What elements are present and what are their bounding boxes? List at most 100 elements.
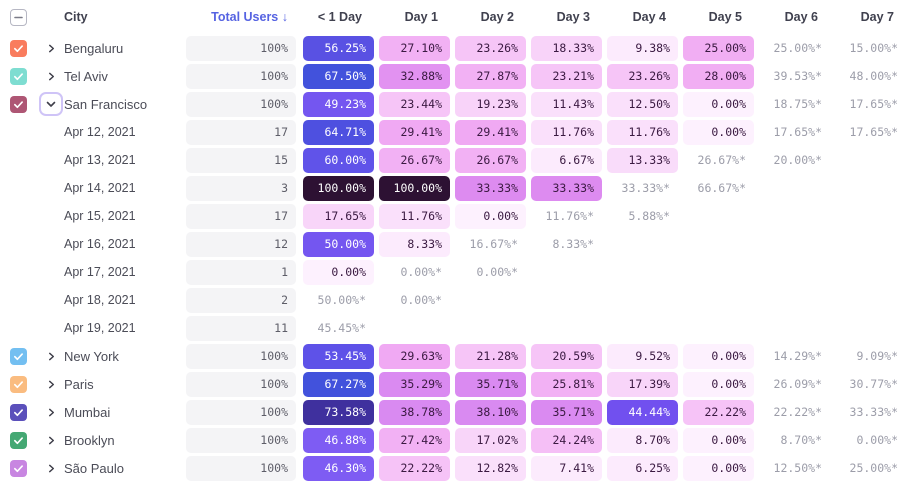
retention-cell-day-0[interactable]: 100.00% — [303, 175, 374, 201]
retention-cell-day-3[interactable]: 20.59% — [531, 343, 602, 369]
retention-cell-day-3[interactable]: 33.33% — [531, 175, 602, 201]
retention-cell-day-1[interactable]: 23.44% — [379, 91, 450, 117]
expand-row-button[interactable] — [47, 464, 56, 473]
row-checkbox[interactable] — [10, 67, 27, 85]
retention-cell-day-2[interactable]: 35.71% — [455, 371, 526, 397]
chevron-down-icon — [46, 101, 56, 107]
row-checkbox[interactable] — [10, 39, 27, 57]
retention-cell-day-1[interactable]: 35.29% — [379, 371, 450, 397]
retention-cell-day-5[interactable]: 22.22% — [683, 399, 754, 425]
column-header-total-users[interactable]: Total Users ↓ — [211, 10, 288, 24]
retention-cell-day-1[interactable]: 29.63% — [379, 343, 450, 369]
retention-cell-day-3[interactable]: 35.71% — [531, 399, 602, 425]
retention-cell-day-5[interactable]: 0.00% — [683, 343, 754, 369]
retention-cell-day-3[interactable]: 24.24% — [531, 427, 602, 453]
retention-cell-day-0[interactable]: 46.88% — [303, 427, 374, 453]
retention-cell-day-3[interactable]: 25.81% — [531, 371, 602, 397]
retention-cell-day-3[interactable]: 23.21% — [531, 63, 602, 89]
retention-cell-day-4[interactable]: 17.39% — [607, 371, 678, 397]
retention-cell-day-1[interactable]: 29.41% — [379, 119, 450, 145]
retention-cell-day-1[interactable]: 38.78% — [379, 399, 450, 425]
retention-cell-day-2[interactable]: 27.87% — [455, 63, 526, 89]
retention-cell-day-3[interactable]: 11.43% — [531, 91, 602, 117]
retention-cell-day-4[interactable]: 11.76% — [607, 119, 678, 145]
retention-cell-day-2[interactable]: 19.23% — [455, 91, 526, 117]
total-users-value: 17 — [186, 203, 296, 229]
retention-cell-day-3[interactable]: 6.67% — [531, 147, 602, 173]
cohort-date: Apr 18, 2021 — [64, 293, 136, 307]
retention-cell-day-1[interactable]: 100.00% — [379, 175, 450, 201]
row-checkbox[interactable] — [10, 459, 27, 477]
retention-cell-day-5[interactable]: 28.00% — [683, 63, 754, 89]
expand-row-button[interactable] — [47, 380, 56, 389]
column-header-day-7: Day 7 — [860, 10, 894, 24]
cohort-date-row: Apr 12, 2021 17 64.71% 29.41% 29.41% 11.76% 11… — [8, 118, 920, 146]
column-header-day-4: Day 4 — [632, 10, 666, 24]
expand-row-button[interactable] — [47, 408, 56, 417]
row-checkbox[interactable] — [10, 431, 27, 449]
expand-row-button[interactable] — [47, 72, 56, 81]
retention-cell-day-2[interactable]: 17.02% — [455, 427, 526, 453]
row-checkbox[interactable] — [10, 347, 27, 365]
retention-cell-day-2[interactable]: 29.41% — [455, 119, 526, 145]
retention-cell-day-4[interactable]: 6.25% — [607, 455, 678, 481]
retention-cell-day-4[interactable]: 12.50% — [607, 91, 678, 117]
cohort-date: Apr 13, 2021 — [64, 153, 136, 167]
select-all-checkbox[interactable] — [10, 8, 27, 26]
retention-cell-day-2[interactable]: 21.28% — [455, 343, 526, 369]
retention-cell-day-5[interactable]: 0.00% — [683, 91, 754, 117]
total-users-value: 11 — [186, 315, 296, 341]
total-users-value: 100% — [186, 399, 296, 425]
retention-cell-day-4[interactable]: 9.52% — [607, 343, 678, 369]
retention-cell-day-0[interactable]: 73.58% — [303, 399, 374, 425]
retention-cell-day-3[interactable]: 7.41% — [531, 455, 602, 481]
total-users-value: 100% — [186, 371, 296, 397]
retention-cell-day-1[interactable]: 8.33% — [379, 231, 450, 257]
retention-cell-day-1[interactable]: 11.76% — [379, 203, 450, 229]
retention-cell-day-5[interactable]: 0.00% — [683, 119, 754, 145]
row-checkbox[interactable] — [10, 403, 27, 421]
retention-cell-day-2[interactable]: 12.82% — [455, 455, 526, 481]
retention-cell-day-2[interactable]: 33.33% — [455, 175, 526, 201]
collapse-row-button[interactable] — [39, 92, 63, 116]
retention-cell-day-3[interactable]: 11.76% — [531, 119, 602, 145]
retention-cell-day-0[interactable]: 49.23% — [303, 91, 374, 117]
row-checkbox[interactable] — [10, 375, 27, 393]
retention-cell-day-4[interactable]: 9.38% — [607, 35, 678, 61]
retention-cell-day-0[interactable]: 67.27% — [303, 371, 374, 397]
row-checkbox[interactable] — [10, 95, 27, 113]
retention-cell-day-0[interactable]: 50.00% — [303, 231, 374, 257]
retention-cell-day-2[interactable]: 38.10% — [455, 399, 526, 425]
retention-cell-day-1[interactable]: 26.67% — [379, 147, 450, 173]
retention-cell-day-5[interactable]: 0.00% — [683, 371, 754, 397]
cohort-date-row: Apr 17, 2021 1 0.00% 0.00%* 0.00%* — [8, 258, 920, 286]
retention-cell-day-2[interactable]: 23.26% — [455, 35, 526, 61]
retention-cell-day-5[interactable]: 25.00% — [683, 35, 754, 61]
retention-cell-day-0[interactable]: 56.25% — [303, 35, 374, 61]
retention-cell-day-1[interactable]: 32.88% — [379, 63, 450, 89]
retention-cell-day-1[interactable]: 27.42% — [379, 427, 450, 453]
retention-cell-day-0[interactable]: 64.71% — [303, 119, 374, 145]
total-users-value: 100% — [186, 35, 296, 61]
retention-cell-day-3[interactable]: 18.33% — [531, 35, 602, 61]
retention-cell-day-0[interactable]: 67.50% — [303, 63, 374, 89]
retention-cell-day-4[interactable]: 8.70% — [607, 427, 678, 453]
column-header-day-3: Day 3 — [556, 10, 590, 24]
retention-cell-day-0[interactable]: 60.00% — [303, 147, 374, 173]
retention-cell-day-2[interactable]: 0.00% — [455, 203, 526, 229]
retention-cell-day-2[interactable]: 26.67% — [455, 147, 526, 173]
expand-row-button[interactable] — [47, 436, 56, 445]
retention-cell-day-5[interactable]: 0.00% — [683, 455, 754, 481]
retention-cell-day-1[interactable]: 22.22% — [379, 455, 450, 481]
retention-cell-day-4[interactable]: 13.33% — [607, 147, 678, 173]
retention-cell-day-0[interactable]: 46.30% — [303, 455, 374, 481]
retention-cell-day-5[interactable]: 0.00% — [683, 427, 754, 453]
expand-row-button[interactable] — [47, 44, 56, 53]
retention-cell-day-0[interactable]: 17.65% — [303, 203, 374, 229]
expand-row-button[interactable] — [47, 352, 56, 361]
retention-cell-day-1[interactable]: 27.10% — [379, 35, 450, 61]
retention-cell-day-4[interactable]: 44.44% — [607, 399, 678, 425]
retention-cell-day-4[interactable]: 23.26% — [607, 63, 678, 89]
retention-cell-day-0[interactable]: 0.00% — [303, 259, 374, 285]
retention-cell-day-0[interactable]: 53.45% — [303, 343, 374, 369]
